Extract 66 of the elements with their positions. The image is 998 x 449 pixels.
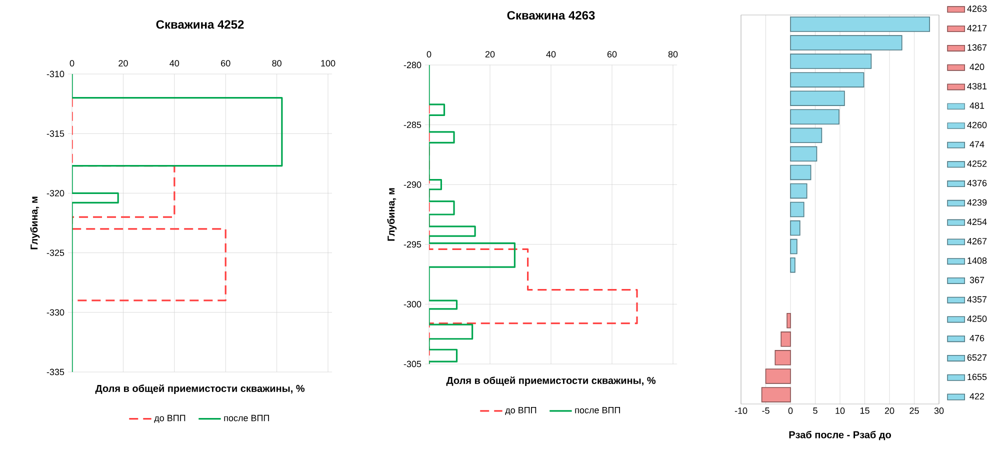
legend-label: 1408: [968, 257, 987, 264]
x-tick-label: 40: [170, 60, 180, 66]
x-tick-label: 80: [272, 60, 282, 66]
legend-label: 474: [970, 141, 984, 148]
x-tick-label: -5: [762, 408, 770, 414]
x-tick-label: 100: [321, 60, 336, 66]
legend-label: 4250: [967, 316, 987, 322]
x-tick-label: 80: [668, 51, 678, 58]
x-axis-title: Рзаб после - Рзаб до: [789, 430, 891, 440]
x-tick-label: 20: [485, 51, 495, 58]
legend-label: 4263: [967, 6, 987, 12]
x-tick-label: 60: [221, 60, 230, 66]
legend-label: 4239: [967, 199, 987, 206]
legend-label: после ВПП: [224, 414, 269, 422]
legend-label: 4254: [967, 218, 987, 226]
legend-label: 6527: [967, 354, 987, 361]
chart-title: Скважина 4252: [156, 20, 244, 29]
x-tick-label: -10: [734, 408, 748, 414]
legend-label: 1655: [968, 374, 987, 380]
legend-label: 422: [970, 393, 984, 400]
y-tick-label: -330: [46, 309, 64, 316]
legend-label: 4381: [967, 83, 987, 90]
x-tick-label: 25: [910, 408, 919, 414]
x-tick-label: 10: [836, 408, 845, 414]
legend-label: до ВПП: [505, 407, 536, 416]
x-tick-label: 20: [884, 408, 894, 414]
y-tick-label: -315: [46, 130, 64, 137]
x-tick-label: 0: [788, 408, 793, 414]
legend-label: 4357: [967, 296, 987, 303]
legend-label: до ВПП: [154, 414, 186, 423]
legend-label: 481: [970, 102, 984, 109]
y-tick-label: -290: [404, 181, 422, 188]
line-series: [72, 74, 283, 372]
x-tick-label: 40: [546, 51, 556, 58]
y-tick-label: -280: [404, 62, 422, 68]
x-axis-title: Доля в общей приемистости скважины, %: [95, 384, 305, 394]
y-tick-label: -305: [404, 360, 422, 368]
chart-title: Скважина 4263: [507, 11, 595, 20]
legend-label: 4376: [967, 180, 987, 186]
y-tick-label: -300: [404, 300, 422, 308]
x-tick-label: 0: [70, 60, 74, 66]
y-tick-label: -320: [46, 190, 64, 196]
x-tick-label: 30: [934, 408, 944, 414]
legend-label: 4260: [967, 122, 987, 128]
y-tick-label: -295: [404, 241, 422, 248]
y-tick-label: -310: [46, 70, 64, 78]
x-tick-label: 60: [607, 51, 617, 58]
legend-label: после ВПП: [575, 407, 620, 414]
y-tick-label: -325: [46, 250, 64, 256]
legend-label: 4267: [967, 238, 987, 244]
legend-label: 4252: [967, 160, 987, 167]
x-tick-label: 20: [118, 60, 128, 66]
y-axis-title: Глубина, м: [387, 188, 397, 241]
y-tick-label: -335: [46, 368, 64, 376]
legend-label: 1367: [968, 44, 987, 51]
x-tick-label: 0: [426, 51, 432, 58]
legend-label: 4217: [967, 24, 987, 32]
legend-label: 367: [970, 276, 984, 284]
y-tick-label: -285: [404, 122, 422, 128]
x-tick-label: 15: [860, 408, 870, 414]
legend-label: 476: [970, 334, 984, 342]
y-axis-title: Глубина, м: [30, 196, 40, 250]
line-series: [429, 64, 516, 364]
x-axis-title: Доля в общей приемистости скважины, %: [446, 376, 656, 386]
legend-label: 420: [970, 64, 984, 70]
x-tick-label: 5: [813, 408, 818, 414]
